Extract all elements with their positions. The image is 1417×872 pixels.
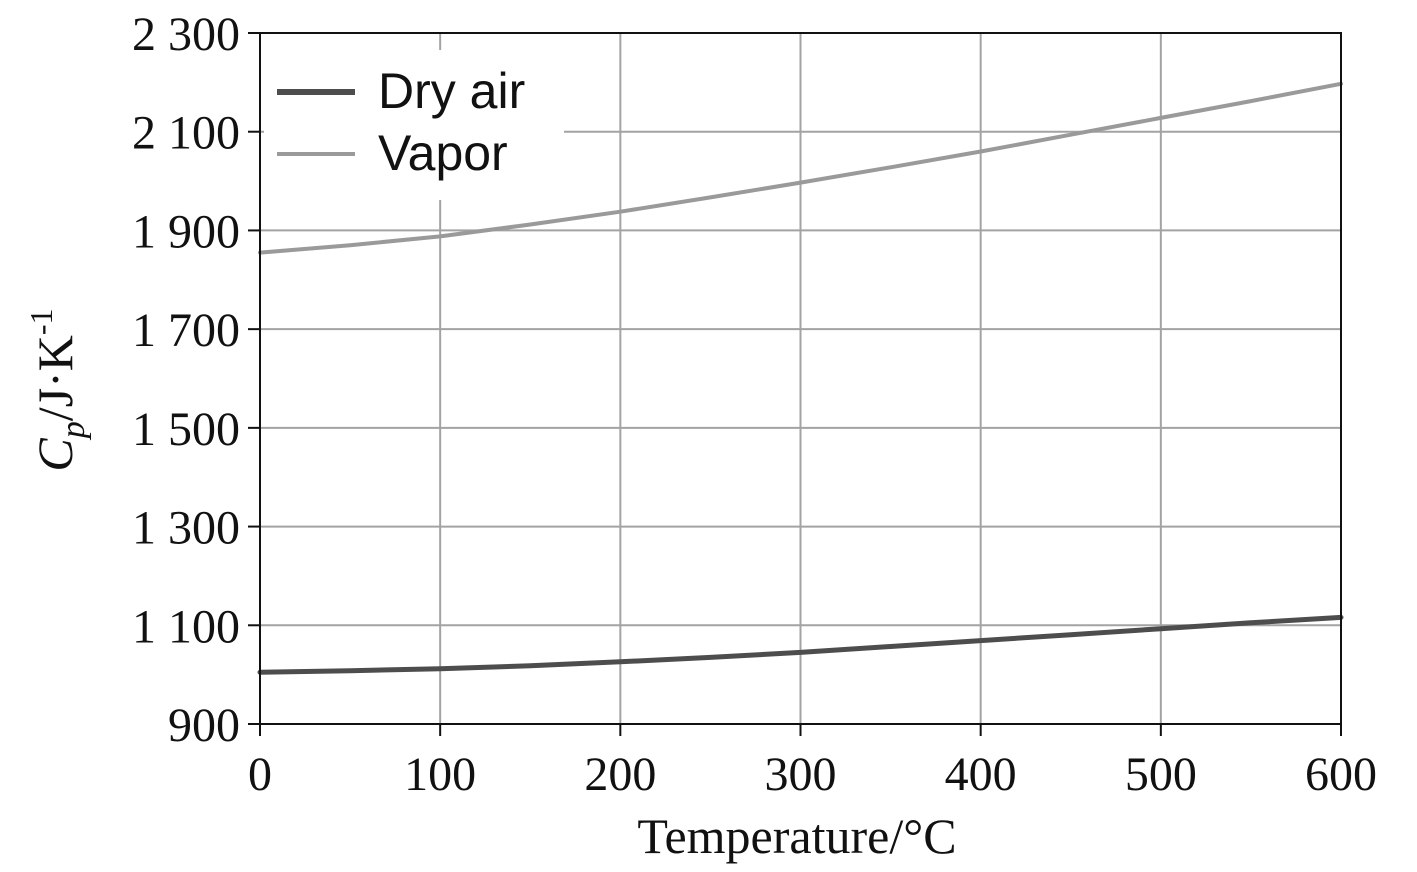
x-axis-title: Temperature/°C (637, 808, 956, 864)
y-axis-subscript: p (55, 421, 92, 440)
y-tick-label: 1 300 (132, 502, 240, 555)
y-tick-label: 1 700 (132, 304, 240, 357)
x-tick-label: 400 (945, 748, 1017, 801)
y-axis-ticks: 900 1 100 1 300 1 500 1 700 1 900 2 100 2 300 (132, 8, 260, 752)
series-line-dry-air (257, 614, 1344, 675)
y-axis-title: Cp/J·K-1 (23, 308, 92, 471)
y-tick-label: 1 500 (132, 403, 240, 456)
x-tick-label: 300 (765, 748, 837, 801)
y-axis-symbol: C (27, 438, 83, 472)
y-tick-label: 900 (168, 699, 240, 752)
series-line-vapor (258, 81, 1343, 255)
x-tick-label: 100 (404, 748, 476, 801)
series-layer (257, 81, 1344, 675)
legend-background (264, 50, 564, 200)
legend: Dry air Vapor (264, 50, 564, 200)
y-tick-label: 1 100 (132, 600, 240, 653)
x-tick-label: 500 (1125, 748, 1197, 801)
x-tick-label: 0 (248, 748, 272, 801)
legend-label-vapor: Vapor (378, 125, 508, 181)
y-tick-label: 1 900 (132, 205, 240, 258)
y-tick-label: 2 300 (132, 8, 240, 61)
x-tick-label: 600 (1305, 748, 1377, 801)
x-tick-label: 200 (584, 748, 656, 801)
legend-label-dry-air: Dry air (378, 63, 525, 119)
y-axis-unit: /J·K (27, 335, 83, 421)
y-axis-exponent: -1 (23, 308, 59, 335)
x-axis-ticks: 0 100 200 300 400 500 600 (248, 724, 1377, 801)
y-tick-label: 2 100 (132, 107, 240, 160)
